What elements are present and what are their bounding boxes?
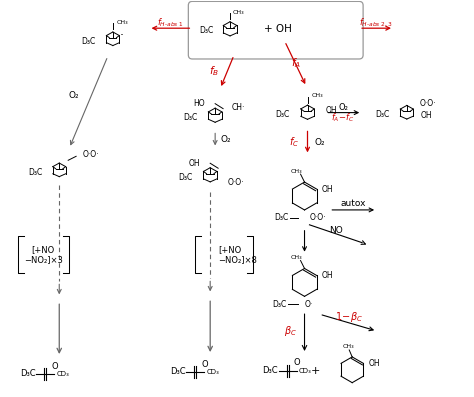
Text: O₂: O₂ bbox=[338, 103, 348, 112]
Text: OH: OH bbox=[325, 106, 337, 115]
Text: O₂: O₂ bbox=[68, 91, 79, 100]
Text: O: O bbox=[201, 360, 208, 369]
Text: [+NO
−NO₂]×8: [+NO −NO₂]×8 bbox=[218, 245, 257, 264]
Text: D₃C: D₃C bbox=[82, 37, 96, 46]
Text: [+NO
−NO₂]×3: [+NO −NO₂]×3 bbox=[24, 245, 63, 264]
Text: CH₃: CH₃ bbox=[291, 255, 302, 260]
Text: O: O bbox=[293, 358, 300, 367]
Text: O·O·: O·O· bbox=[310, 213, 326, 222]
Text: D₃C: D₃C bbox=[170, 367, 185, 376]
Text: $f_A$: $f_A$ bbox=[292, 56, 301, 70]
Text: OH: OH bbox=[189, 159, 200, 168]
Text: D₃C: D₃C bbox=[178, 173, 192, 182]
Text: $f_C$: $f_C$ bbox=[290, 135, 300, 149]
Text: $f_{H\text{-}abs\ 2,3}$: $f_{H\text{-}abs\ 2,3}$ bbox=[359, 17, 393, 29]
Text: O₂: O₂ bbox=[314, 138, 325, 147]
Text: CH₃: CH₃ bbox=[342, 345, 354, 349]
Text: $f_A\!-\!f_C$: $f_A\!-\!f_C$ bbox=[331, 111, 355, 124]
Text: CH₃: CH₃ bbox=[233, 10, 245, 15]
Text: CH₃: CH₃ bbox=[117, 20, 128, 25]
Text: O: O bbox=[51, 362, 58, 371]
Text: OH: OH bbox=[421, 111, 432, 120]
Text: CH₃: CH₃ bbox=[291, 169, 302, 173]
Text: O·O·: O·O· bbox=[83, 150, 100, 159]
Text: CH·: CH· bbox=[232, 103, 246, 112]
Text: D₃C: D₃C bbox=[376, 110, 390, 119]
Text: D₃C: D₃C bbox=[273, 300, 287, 309]
Text: CH₃: CH₃ bbox=[311, 93, 323, 98]
Text: $1\!-\!\beta_C$: $1\!-\!\beta_C$ bbox=[335, 310, 363, 324]
Text: $f_{H\text{-}abs\ 1}$: $f_{H\text{-}abs\ 1}$ bbox=[157, 17, 184, 29]
Text: HO: HO bbox=[193, 99, 205, 108]
Text: $\beta_C$: $\beta_C$ bbox=[283, 324, 297, 338]
Text: O₂: O₂ bbox=[220, 135, 231, 144]
Text: CD₃: CD₃ bbox=[206, 369, 219, 375]
Text: D₃C: D₃C bbox=[262, 366, 278, 375]
Text: D₃C: D₃C bbox=[274, 213, 289, 222]
Text: ·: · bbox=[120, 29, 124, 42]
Text: D₃C: D₃C bbox=[183, 113, 197, 122]
Text: +: + bbox=[311, 366, 320, 376]
Text: + OH: + OH bbox=[264, 24, 292, 34]
Text: NO: NO bbox=[329, 226, 343, 235]
Text: O·O·: O·O· bbox=[419, 99, 436, 108]
Text: O·: O· bbox=[304, 300, 313, 309]
Text: OH: OH bbox=[368, 359, 380, 368]
Text: OH: OH bbox=[321, 185, 333, 194]
Text: OH: OH bbox=[321, 271, 333, 280]
Text: CD₃: CD₃ bbox=[56, 371, 69, 377]
FancyBboxPatch shape bbox=[188, 1, 363, 59]
Text: CD₃: CD₃ bbox=[299, 368, 311, 374]
Text: O·O·: O·O· bbox=[228, 177, 245, 187]
Text: D₃C: D₃C bbox=[28, 168, 42, 177]
Text: D₃C: D₃C bbox=[20, 369, 36, 378]
Text: D₃C: D₃C bbox=[275, 110, 290, 119]
Text: autox: autox bbox=[340, 199, 366, 208]
Text: $f_B$: $f_B$ bbox=[209, 64, 219, 78]
Text: D₃C: D₃C bbox=[199, 26, 213, 35]
